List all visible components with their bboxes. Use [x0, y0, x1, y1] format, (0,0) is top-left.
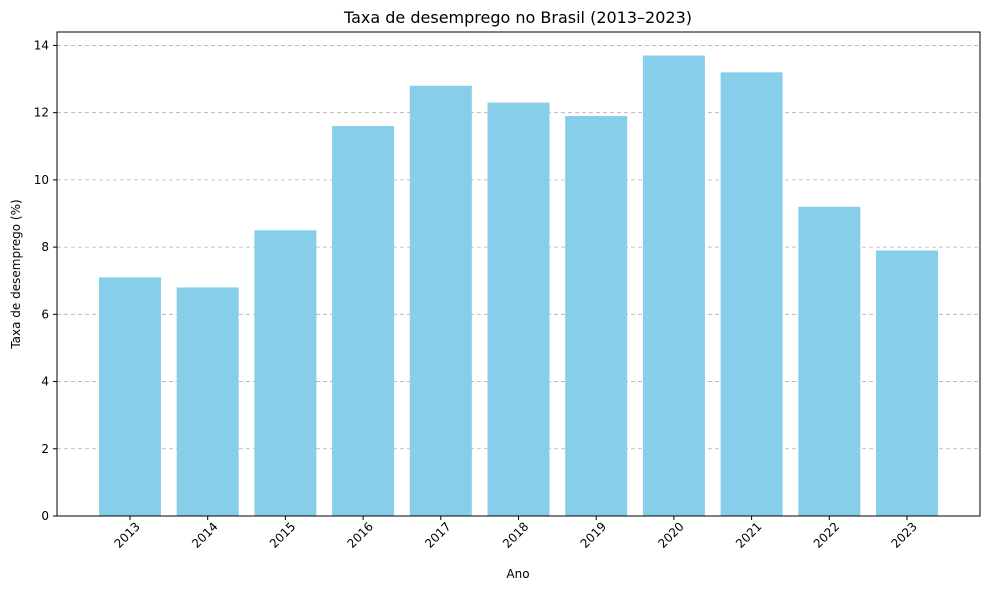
x-tick-label: 2022 [811, 519, 842, 550]
x-tick-label: 2016 [345, 519, 376, 550]
y-axis-ticks: 0 2 4 6 8 10 12 14 [34, 38, 57, 523]
x-tick-label: 2023 [888, 519, 919, 550]
y-tick-label: 10 [34, 173, 49, 187]
bar-2020 [642, 55, 705, 517]
x-tick-label: 2017 [422, 519, 453, 550]
x-tick-label: 2014 [189, 519, 220, 550]
y-tick-label: 14 [34, 38, 49, 52]
y-tick-label: 6 [41, 307, 49, 321]
x-tick-label: 2021 [733, 519, 764, 550]
y-tick-label: 4 [41, 375, 49, 389]
bars [99, 55, 938, 517]
bar-2014 [176, 287, 239, 516]
bar-2021 [720, 72, 783, 516]
chart-title: Taxa de desemprego no Brasil (2013–2023) [343, 8, 692, 27]
y-tick-label: 0 [41, 509, 49, 523]
y-tick-label: 8 [41, 240, 49, 254]
x-tick-label: 2013 [111, 519, 142, 550]
bar-2013 [99, 277, 161, 516]
x-tick-label: 2018 [500, 519, 531, 550]
x-tick-label: 2019 [578, 519, 609, 550]
bar-2016 [332, 126, 395, 516]
y-axis-label: Taxa de desemprego (%) [9, 199, 23, 349]
x-axis-ticks: 2013 2014 2015 2016 2017 2018 2019 2020 2021 2022… [111, 516, 920, 551]
bar-2019 [565, 116, 628, 517]
bar-2018 [487, 102, 550, 516]
x-tick-label: 2020 [655, 519, 686, 550]
x-tick-label: 2015 [267, 519, 298, 550]
y-tick-label: 12 [34, 106, 49, 120]
bar-2017 [409, 85, 472, 517]
bar-2015 [254, 230, 317, 517]
y-tick-label: 2 [41, 442, 49, 456]
x-axis-label: Ano [506, 567, 529, 581]
bar-2023 [876, 250, 938, 516]
bar-2022 [798, 206, 861, 516]
